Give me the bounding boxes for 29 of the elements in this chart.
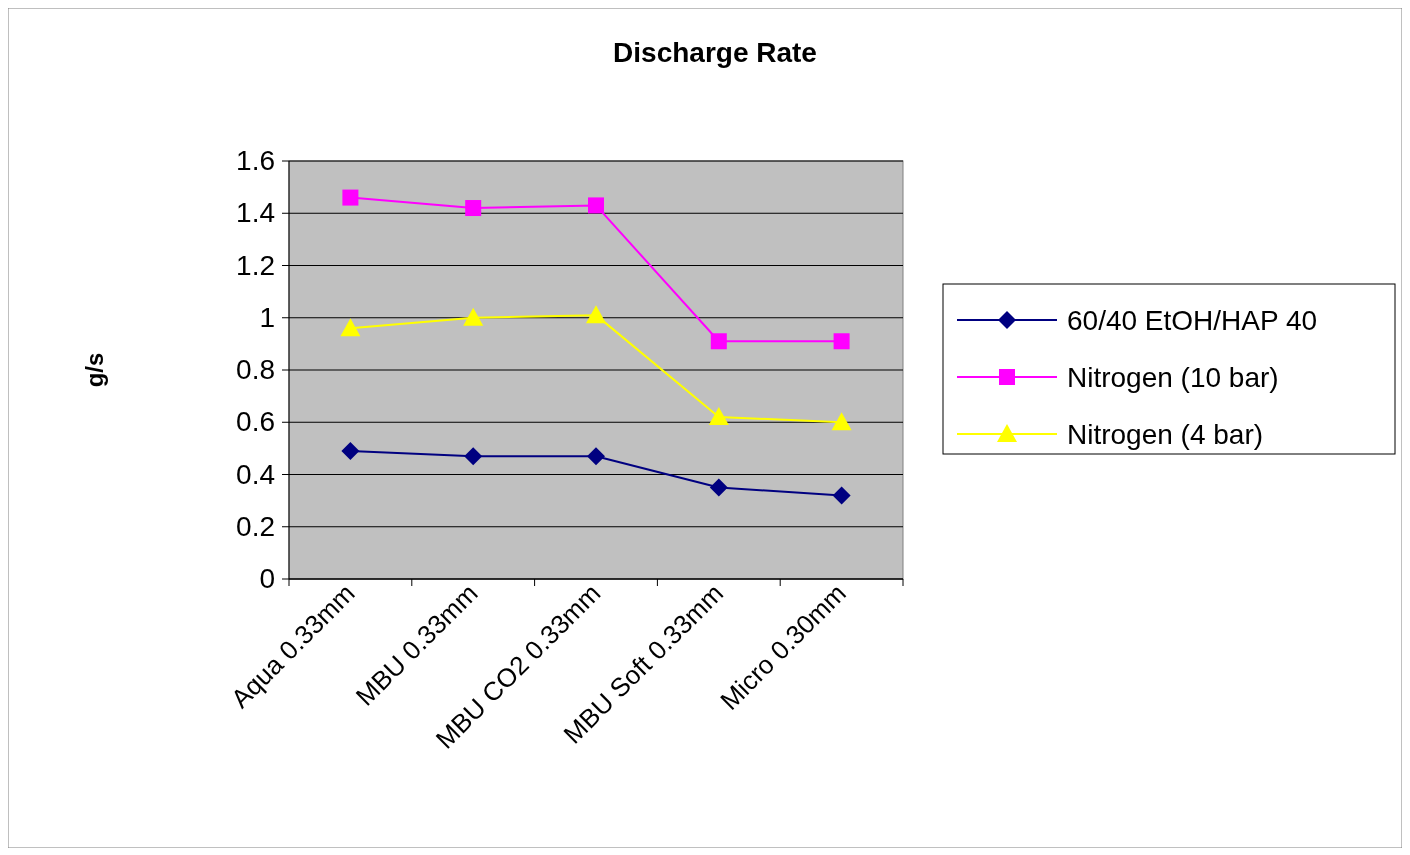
point: [586, 305, 606, 324]
y-tick-label: 0.6: [236, 406, 275, 438]
point: [465, 200, 482, 217]
y-tick-label: 0.2: [236, 510, 275, 542]
y-tick-label: 1.6: [236, 145, 275, 176]
y-axis-title: g/s: [81, 352, 108, 388]
point: [588, 197, 604, 214]
point: [832, 486, 851, 505]
point: [709, 478, 728, 497]
y-tick-label: 1.2: [236, 249, 275, 281]
y-tick-label: 0.8: [236, 354, 275, 385]
point: [340, 318, 361, 337]
y-tick-label: 1.4: [236, 197, 275, 229]
point: [463, 307, 484, 326]
point: [708, 407, 729, 426]
legend-label: Nitrogen (10 bar): [1067, 362, 1279, 393]
y-tick-label: 1: [259, 301, 275, 333]
y-tick-label: 0.4: [236, 458, 275, 490]
point: [341, 441, 360, 460]
chart-title: Discharge Rate: [613, 37, 817, 68]
y-tick-label: 0: [259, 563, 275, 594]
legend-label: 60/40 EtOH/HAP 40: [1067, 305, 1318, 336]
point: [464, 447, 483, 466]
point: [587, 447, 605, 466]
point: [342, 189, 359, 206]
legend-label: Nitrogen (4 bar): [1067, 419, 1264, 450]
point: [833, 333, 850, 350]
point: [710, 333, 727, 350]
point: [831, 412, 852, 431]
